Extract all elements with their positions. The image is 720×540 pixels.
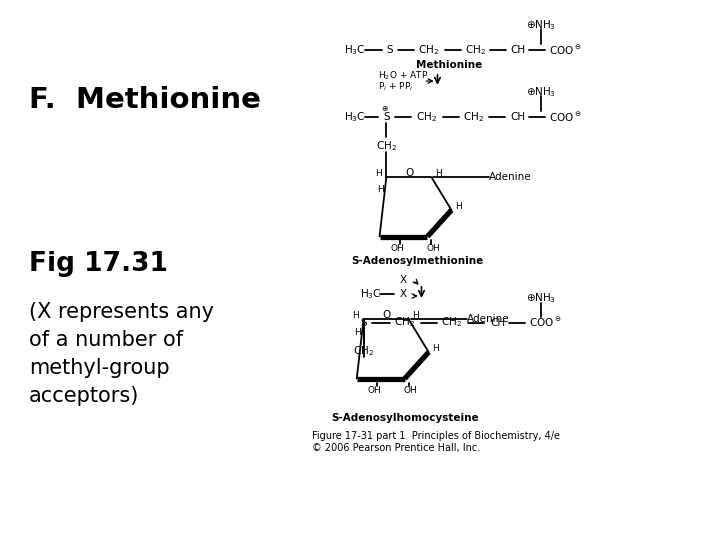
Text: S-Adenosylmethionine: S-Adenosylmethionine (351, 256, 484, 266)
Text: H: H (413, 311, 419, 320)
Text: $\oplus$: $\oplus$ (381, 104, 389, 113)
Text: $\oplus$NH$_3$: $\oplus$NH$_3$ (526, 291, 557, 305)
Text: OH: OH (368, 386, 382, 395)
Text: Adenine: Adenine (490, 172, 532, 183)
Text: CH: CH (490, 318, 505, 328)
Text: H: H (354, 328, 361, 336)
Text: © 2006 Pearson Prentice Hall, Inc.: © 2006 Pearson Prentice Hall, Inc. (312, 443, 480, 453)
Text: F.  Methionine: F. Methionine (29, 86, 261, 114)
Text: CH$_2$: CH$_2$ (415, 111, 437, 124)
Text: $\oplus$NH$_3$: $\oplus$NH$_3$ (526, 85, 557, 99)
Text: X: X (400, 289, 407, 299)
Text: OH: OH (404, 386, 418, 395)
Text: Methionine: Methionine (416, 60, 482, 70)
Text: CH$_2$: CH$_2$ (395, 316, 415, 329)
Text: S: S (386, 45, 393, 55)
Text: X: X (400, 275, 407, 285)
Text: S-Adenosylhomocysteine: S-Adenosylhomocysteine (332, 413, 480, 423)
Text: H$_3$C: H$_3$C (343, 43, 365, 57)
Text: Fig 17.31: Fig 17.31 (29, 251, 168, 277)
Text: H: H (436, 169, 442, 178)
Text: CH$_2$: CH$_2$ (441, 316, 462, 329)
Text: H$_3$C: H$_3$C (343, 111, 365, 124)
Text: CH$_2$: CH$_2$ (353, 344, 374, 358)
Text: S: S (383, 112, 390, 123)
Text: CH: CH (510, 112, 526, 123)
Text: CH$_2$: CH$_2$ (418, 43, 439, 57)
Text: COO$^\ominus$: COO$^\ominus$ (549, 111, 582, 124)
Text: H: H (455, 201, 462, 211)
Text: O: O (405, 168, 413, 178)
Text: OH: OH (427, 244, 441, 253)
Text: Adenine: Adenine (467, 314, 509, 325)
Text: $\oplus$NH$_3$: $\oplus$NH$_3$ (526, 18, 557, 31)
Text: Figure 17-31 part 1  Principles of Biochemistry, 4/e: Figure 17-31 part 1 Principles of Bioche… (312, 431, 559, 441)
Text: COO$^\ominus$: COO$^\ominus$ (549, 44, 582, 57)
Text: CH: CH (510, 45, 526, 55)
Text: OH: OH (391, 244, 405, 253)
Text: CH$_2$: CH$_2$ (376, 139, 397, 153)
Text: H: H (433, 343, 439, 353)
Text: H: H (375, 169, 382, 178)
Text: CH$_2$: CH$_2$ (464, 43, 485, 57)
Text: COO$^\ominus$: COO$^\ominus$ (529, 316, 562, 329)
Text: H$_2$O + ATP: H$_2$O + ATP (377, 70, 428, 82)
Text: CH$_2$: CH$_2$ (463, 111, 484, 124)
Text: O: O (382, 310, 391, 320)
Text: H$_3$C: H$_3$C (359, 287, 381, 301)
Text: H: H (377, 185, 384, 194)
Text: P$_i$ + PP$_i$: P$_i$ + PP$_i$ (377, 80, 413, 93)
Text: S: S (360, 318, 367, 328)
Text: (X represents any
of a number of
methyl-group
acceptors): (X represents any of a number of methyl-… (29, 302, 214, 407)
Text: H: H (352, 311, 359, 320)
